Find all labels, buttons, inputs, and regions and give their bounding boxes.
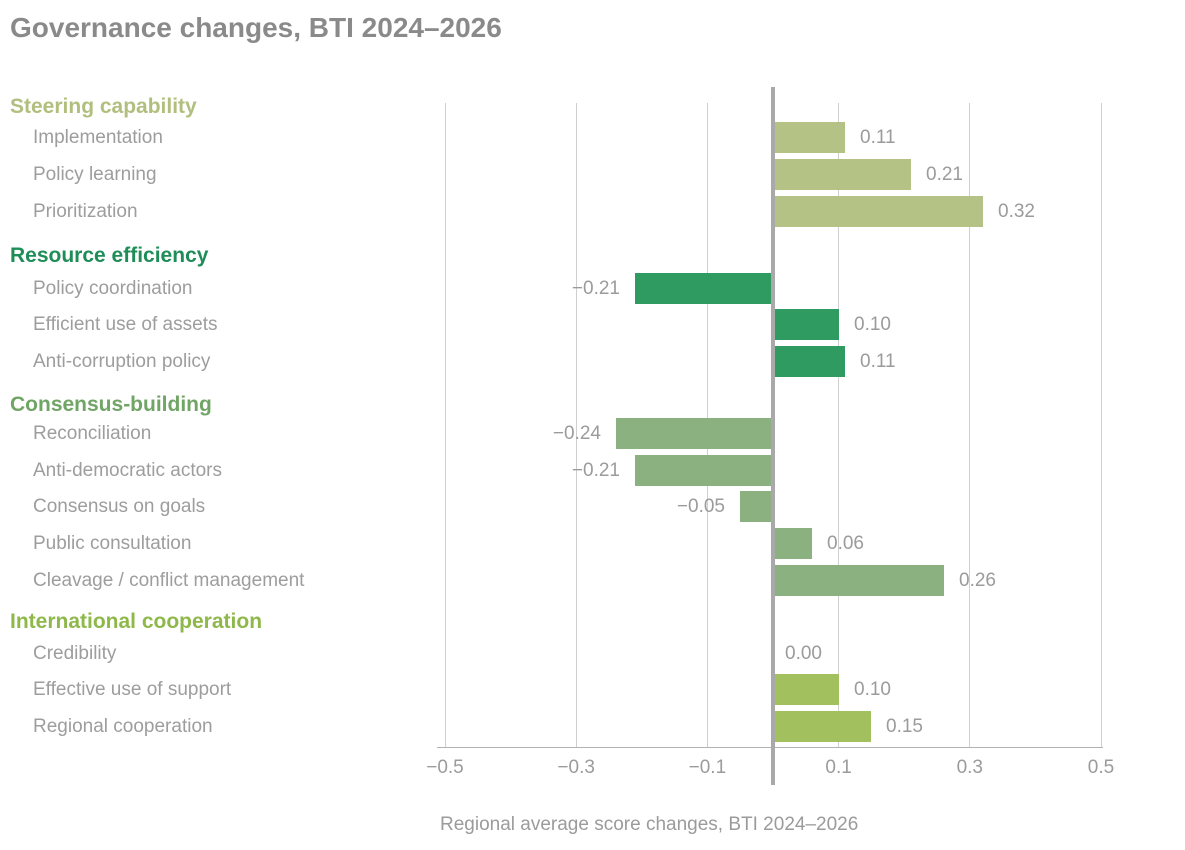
value-label: 0.15: [886, 716, 923, 737]
group-header: International cooperation: [10, 610, 263, 633]
value-label: 0.10: [854, 679, 891, 700]
row-label: Policy coordination: [33, 278, 193, 299]
x-axis-line: [437, 747, 1103, 748]
bar: [740, 491, 773, 522]
row-label: Consensus on goals: [33, 496, 206, 517]
bar: [773, 674, 839, 705]
row-label: Credibility: [33, 643, 117, 664]
row-label: Implementation: [33, 127, 163, 148]
value-label: 0.21: [926, 164, 963, 185]
value-label: 0.06: [827, 533, 864, 554]
row-label: Public consultation: [33, 533, 192, 554]
bar: [773, 196, 983, 227]
row-label: Efficient use of assets: [33, 314, 218, 335]
value-label: −0.21: [571, 460, 620, 481]
bar: [773, 309, 839, 340]
x-tick-label: 0.3: [956, 757, 983, 778]
gridline: [838, 103, 840, 747]
value-label: 0.32: [998, 201, 1035, 222]
bar: [635, 273, 773, 304]
group-header: Steering capability: [10, 95, 197, 118]
value-label: −0.24: [552, 423, 601, 444]
chart-title: Governance changes, BTI 2024–2026: [10, 12, 502, 43]
value-label: 0.11: [860, 127, 896, 148]
row-label: Effective use of support: [33, 679, 232, 700]
x-tick-label: 0.1: [825, 757, 852, 778]
bar: [635, 455, 773, 486]
zero-baseline: [771, 87, 775, 785]
bar: [616, 418, 773, 449]
row-label: Prioritization: [33, 201, 138, 222]
value-label: 0.00: [785, 643, 822, 664]
bar: [773, 528, 812, 559]
bar: [773, 346, 845, 377]
gridline: [575, 103, 577, 747]
value-label: 0.10: [854, 314, 891, 335]
value-label: 0.11: [860, 351, 896, 372]
value-label: −0.05: [676, 496, 725, 517]
bar: [773, 122, 845, 153]
gridline: [969, 103, 971, 747]
bar: [773, 565, 944, 596]
bar: [773, 711, 871, 742]
x-tick-label: 0.5: [1087, 757, 1115, 778]
gridline: [444, 103, 446, 747]
row-label: Anti-democratic actors: [33, 460, 223, 481]
x-tick-label: −0.3: [557, 757, 595, 778]
row-label: Regional cooperation: [33, 716, 213, 737]
row-label: Anti-corruption policy: [33, 351, 211, 372]
value-label: 0.26: [959, 570, 996, 591]
x-axis-title: Regional average score changes, BTI 2024…: [440, 814, 859, 835]
gridline: [1100, 103, 1102, 747]
row-label: Reconciliation: [33, 423, 152, 444]
row-label: Cleavage / conflict management: [33, 570, 305, 591]
x-tick-label: −0.5: [426, 757, 464, 778]
row-label: Policy learning: [33, 164, 157, 185]
x-tick-label: −0.1: [688, 757, 727, 778]
group-header: Resource efficiency: [10, 244, 209, 267]
group-header: Consensus-building: [10, 393, 212, 416]
value-label: −0.21: [571, 278, 620, 299]
bar: [773, 159, 911, 190]
